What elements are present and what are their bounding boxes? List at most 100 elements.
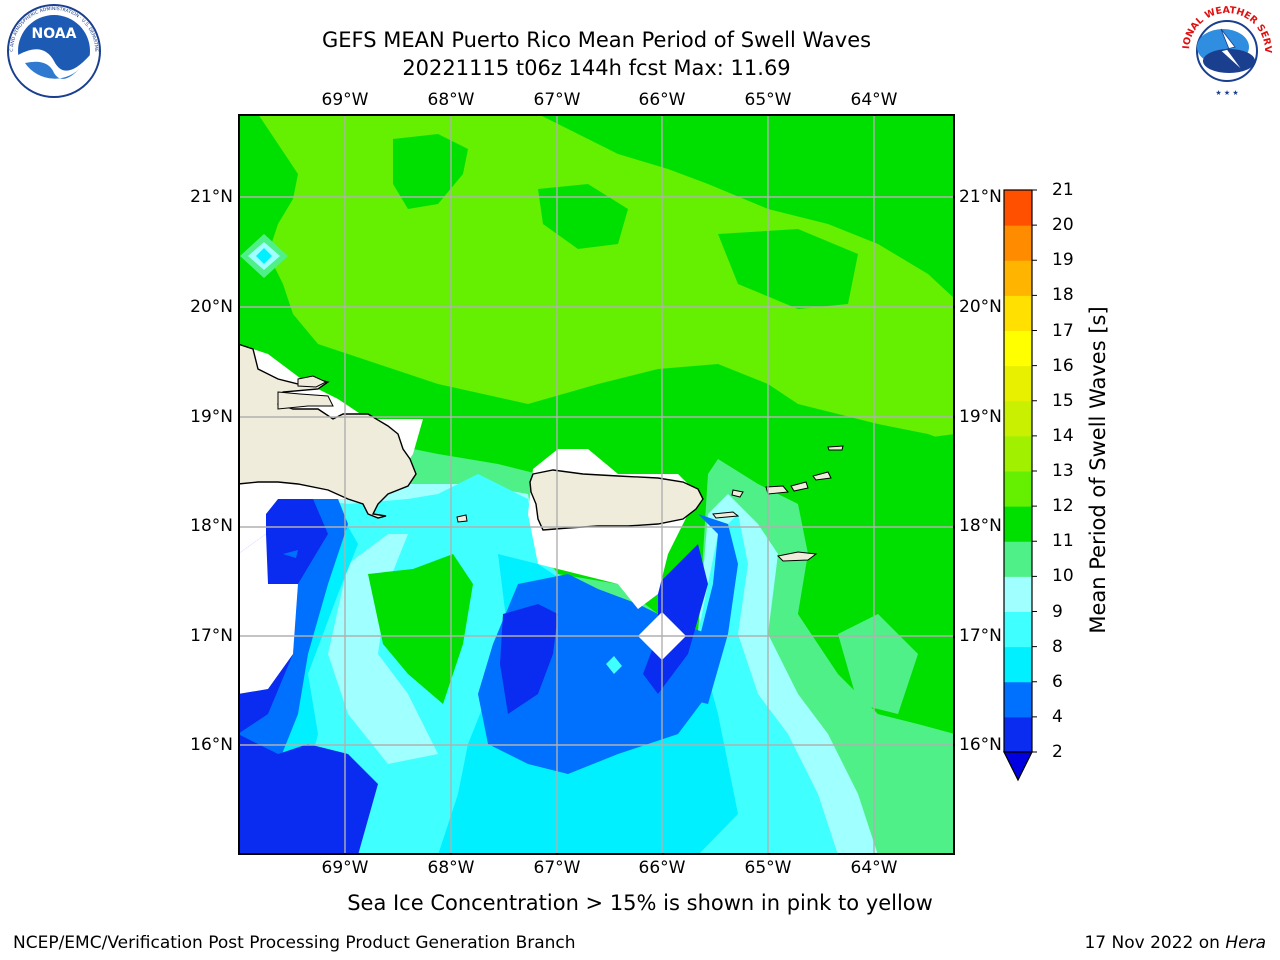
lat-tick-right: 17°N [959, 626, 1002, 646]
colorbar-segment [1004, 435, 1032, 472]
field-6-8-cell [606, 656, 622, 674]
field-2-4-central [500, 604, 558, 714]
vieques-island [712, 511, 740, 519]
colorbar-tick-label: 8 [1052, 636, 1063, 657]
footer-credit: NCEP/EMC/Verification Post Processing Pr… [13, 933, 576, 953]
svg-text:★ ★ ★: ★ ★ ★ [1215, 89, 1238, 97]
lat-tick-left: 16°N [190, 735, 233, 755]
mona-island [456, 514, 468, 523]
sea-ice-caption: Sea Ice Concentration > 15% is shown in … [347, 891, 933, 915]
colorbar-tick-label: 10 [1052, 566, 1074, 587]
colorbar-segment [1004, 400, 1032, 437]
field-cell-6-8 [256, 248, 272, 264]
colorbar-tick-label: 14 [1052, 425, 1074, 446]
colorbar-tick-label: 16 [1052, 355, 1074, 376]
lon-tick-top: 66°W [638, 90, 686, 110]
lon-tick-bottom: 67°W [533, 858, 581, 878]
field-4-6-cell [283, 550, 298, 558]
colorbar-segment [1004, 225, 1032, 261]
lon-tick-top: 68°W [427, 90, 475, 110]
lon-tick-top: 67°W [533, 90, 581, 110]
nws-logo: NATIONAL WEATHER SERVICE ★ ★ ★ [1177, 3, 1277, 99]
footer-machine: Hera [1225, 933, 1266, 953]
st-john-island [790, 481, 809, 492]
chart-subtitle: 20221115 t06z 144h fcst Max: 11.69 [402, 56, 791, 80]
lat-tick-right: 18°N [959, 516, 1002, 536]
lon-tick-top: 65°W [744, 90, 792, 110]
map-panel [238, 114, 955, 855]
anegada-island [827, 445, 844, 451]
gonave-island [277, 391, 334, 410]
colorbar-tick-label: 9 [1052, 601, 1063, 622]
field-10-11-north-patch [538, 184, 628, 249]
lat-tick-right: 16°N [959, 735, 1002, 755]
field-8-9-tongue [328, 534, 438, 764]
colorbar-tick-label: 6 [1052, 671, 1063, 692]
colorbar-segment [1004, 541, 1032, 577]
lon-tick-bottom: 68°W [427, 858, 475, 878]
field-9-10-east-cell [838, 614, 918, 714]
tortuga-island [297, 375, 328, 388]
map-frame [238, 114, 955, 855]
field-4-6-east [668, 514, 738, 704]
lon-tick-bottom: 65°W [744, 858, 792, 878]
colorbar-segment [1004, 330, 1032, 367]
puerto-rico [529, 469, 704, 531]
colorbar-under-extend [1003, 751, 1033, 782]
colorbar [1000, 186, 1040, 786]
lat-tick-left: 19°N [190, 407, 233, 427]
lon-tick-top: 64°W [850, 90, 898, 110]
lon-tick-bottom: 69°W [321, 858, 369, 878]
lat-tick-left: 20°N [190, 297, 233, 317]
lat-tick-left: 21°N [190, 187, 233, 207]
lon-tick-bottom: 64°W [850, 858, 898, 878]
colorbar-tick-label: 11 [1052, 531, 1074, 552]
footer-date-text: 17 Nov 2022 on [1084, 933, 1220, 953]
field-10-11-north-patch [393, 134, 468, 209]
colorbar-tick-label: 20 [1052, 215, 1074, 236]
lon-tick-bottom: 66°W [638, 858, 686, 878]
tortola-island [812, 471, 832, 481]
map-svg [238, 114, 955, 855]
field-10-11-south-tongue [368, 554, 473, 704]
colorbar-segment [1004, 260, 1032, 296]
colorbar-segment [1004, 365, 1032, 402]
colorbar-segment [1004, 190, 1032, 226]
colorbar-segment [1004, 716, 1032, 753]
colorbar-segment [1004, 611, 1032, 648]
colorbar-segment [1004, 295, 1032, 331]
lat-tick-left: 18°N [190, 516, 233, 536]
lat-tick-right: 20°N [959, 297, 1002, 317]
colorbar-tick-label: 21 [1052, 180, 1074, 200]
st-croix-island [776, 551, 818, 562]
noaa-logo: NOAA NATIONAL OCEANIC AND ATMOSPHERIC AD… [3, 3, 105, 99]
colorbar-segment [1004, 646, 1032, 683]
colorbar-tick-label: 19 [1052, 250, 1074, 271]
colorbar-segment [1004, 681, 1032, 718]
lon-tick-top: 69°W [321, 90, 369, 110]
colorbar-segment [1004, 506, 1032, 542]
colorbar-segment [1004, 471, 1032, 507]
colorbar-tick-label: 12 [1052, 496, 1074, 517]
colorbar-tick-label: 4 [1052, 706, 1063, 727]
lat-tick-right: 19°N [959, 407, 1002, 427]
colorbar-label: Mean Period of Swell Waves [s] [1086, 306, 1110, 634]
field-2-4-sw [238, 734, 378, 855]
colorbar-svg [1003, 189, 1037, 782]
no-data-west-south [238, 534, 298, 694]
map-grid [238, 114, 955, 855]
chart-title: GEFS MEAN Puerto Rico Mean Period of Swe… [321, 28, 872, 52]
colorbar-tick-label: 15 [1052, 390, 1074, 411]
culebra-island [731, 489, 744, 498]
colorbar-tick-label: 2 [1052, 742, 1063, 762]
field-10-11-east-patch [808, 439, 853, 504]
footer-date: 17 Nov 2022 on Hera [1084, 933, 1266, 953]
colorbar-segment [1004, 576, 1032, 612]
field-10-11-north-patch [718, 229, 858, 309]
colorbar-tick-label: 17 [1052, 320, 1074, 341]
colorbar-tick-label: 18 [1052, 285, 1074, 306]
lat-tick-left: 17°N [190, 626, 233, 646]
noaa-logo-text: NOAA [32, 26, 77, 42]
colorbar-tick-label: 13 [1052, 461, 1074, 481]
lat-tick-right: 21°N [959, 187, 1002, 207]
